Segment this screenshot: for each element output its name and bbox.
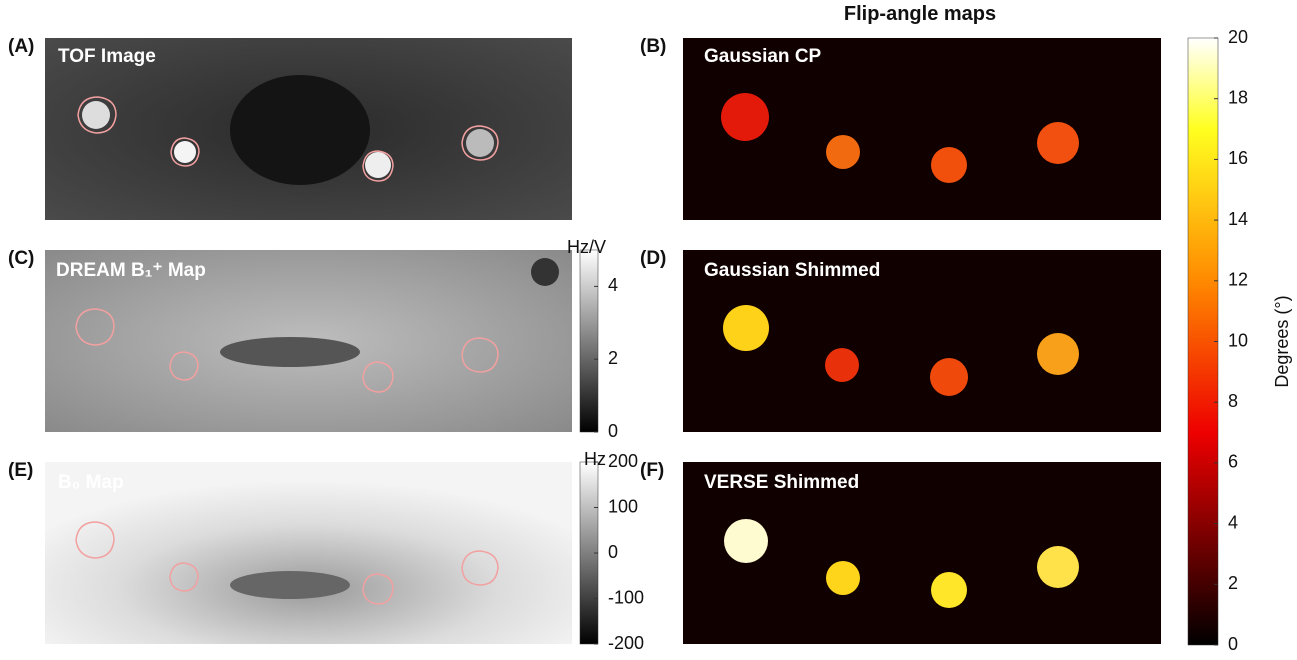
panel-title: Gaussian Shimmed bbox=[704, 260, 880, 281]
panel-title: Gaussian CP bbox=[704, 46, 822, 67]
panel-letter: (F) bbox=[640, 460, 664, 481]
panel-title: DREAM B₁⁺ Map bbox=[56, 260, 206, 281]
panel-letter: (E) bbox=[8, 460, 33, 481]
colorbar bbox=[1188, 38, 1218, 645]
tick-label: -200 bbox=[608, 633, 644, 653]
panel-letter: (B) bbox=[640, 36, 666, 57]
panel-e bbox=[45, 462, 572, 644]
figure: Flip-angle maps (A) TOF Image (B) Gaussi… bbox=[0, 0, 1297, 655]
tick-label: 0 bbox=[608, 542, 618, 562]
tick-label: -100 bbox=[608, 587, 644, 607]
tick-label: 100 bbox=[608, 496, 638, 516]
panel-title: VERSE Shimmed bbox=[704, 472, 859, 493]
panel-title: B₀ Map bbox=[58, 472, 124, 493]
colorbar bbox=[580, 250, 598, 432]
tick-label: 16 bbox=[1228, 148, 1248, 168]
tick-label: 4 bbox=[608, 275, 618, 295]
tick-label: 4 bbox=[1228, 512, 1238, 532]
tick-label: 18 bbox=[1228, 87, 1248, 107]
tick-label: 2 bbox=[608, 348, 618, 368]
figure-title: Flip-angle maps bbox=[844, 3, 996, 25]
panel-letter: (D) bbox=[640, 248, 666, 269]
panel-letter: (A) bbox=[8, 36, 34, 57]
tick-label: 20 bbox=[1228, 27, 1248, 47]
tick-label: 10 bbox=[1228, 330, 1248, 350]
colorbar-label: Degrees (°) bbox=[1272, 295, 1292, 387]
tick-label: 0 bbox=[1228, 634, 1238, 654]
tick-label: 8 bbox=[1228, 391, 1238, 411]
colorbar-label: Hz bbox=[584, 449, 606, 469]
tick-label: 12 bbox=[1228, 270, 1248, 290]
panel-letter: (C) bbox=[8, 248, 34, 269]
tick-label: 200 bbox=[608, 451, 638, 471]
panel-title: TOF Image bbox=[58, 46, 156, 67]
tick-label: 14 bbox=[1228, 209, 1248, 229]
tick-label: 0 bbox=[608, 421, 618, 441]
tick-label: 6 bbox=[1228, 452, 1238, 472]
tick-label: 2 bbox=[1228, 573, 1238, 593]
colorbar-label: Hz/V bbox=[567, 237, 606, 257]
